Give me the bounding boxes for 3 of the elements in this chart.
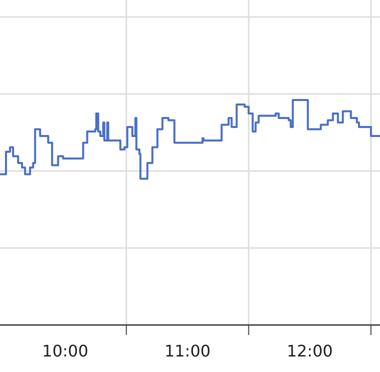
x-tick-label: 11:00: [164, 341, 211, 360]
x-tick-label: 12:00: [286, 341, 333, 360]
x-tick-label: 10:00: [42, 341, 88, 360]
